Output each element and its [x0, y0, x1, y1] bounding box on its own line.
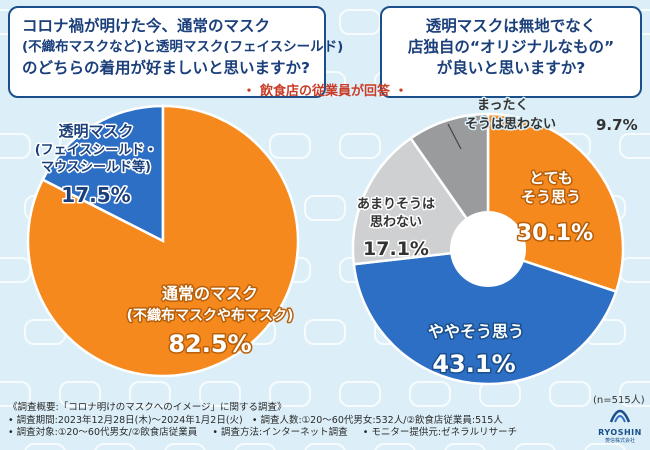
- slice-somewhat-agree: [352, 247, 618, 386]
- background-mask-icon: [0, 381, 31, 407]
- background-mask-icon: [619, 133, 650, 159]
- label-not-really-2: 思わない: [370, 215, 422, 230]
- background-mask-icon: [269, 133, 311, 159]
- question-left-line-3: のどちらの着用が好ましいと思いますか?: [22, 59, 310, 77]
- background-mask-icon: [94, 443, 136, 450]
- background-mask-icon: [304, 319, 346, 345]
- question-right-line-3: が良いと思いますか?: [436, 59, 586, 77]
- value-somewhat-agree: 43.1%: [432, 350, 515, 378]
- logo-mark-icon: [609, 409, 631, 423]
- label-normal-mask: 通常のマスク: [162, 284, 258, 303]
- label-not-really: あまりそうは: [357, 197, 435, 212]
- label-strongly-agree: とても: [529, 169, 573, 187]
- label-not-at-all-2: そうは思わない: [465, 117, 556, 132]
- value-normal-mask: 82.5%: [168, 330, 251, 358]
- background-mask-icon: [619, 381, 650, 407]
- background-mask-icon: [234, 443, 276, 450]
- footer-provider: • モニター提供元:ゼネラルリサーチ: [362, 427, 518, 438]
- label-transparent-mask-detail-1: (フェイスシールド・: [35, 143, 158, 158]
- background-mask-icon: [24, 443, 66, 450]
- background-mask-icon: [409, 381, 451, 407]
- label-transparent-mask-detail-2: マウスシールド等): [41, 159, 151, 175]
- donut-hole: [450, 211, 526, 287]
- leader-line-not-at-all: [447, 123, 462, 150]
- value-transparent-mask: 17.5%: [61, 183, 130, 207]
- background-mask-icon: [549, 381, 591, 407]
- background-mask-icon: [514, 443, 556, 450]
- background-mask-icon: [584, 443, 626, 450]
- background-mask-icon: [339, 133, 381, 159]
- logo-name: RYOSHIN: [598, 428, 642, 437]
- question-right-box: 透明マスクは無地でなく 店独自の“オリジナルなもの” が良いと思いますか?: [380, 6, 642, 98]
- question-right-line-1: 透明マスクは無地でなく: [425, 17, 597, 35]
- background-mask-icon: [164, 443, 206, 450]
- donut-chart-original-mask: [351, 112, 625, 386]
- background-mask-icon: [129, 381, 171, 407]
- background-mask-icon: [444, 443, 486, 450]
- value-strongly-agree: 30.1%: [517, 221, 593, 246]
- background-mask-icon: [199, 381, 241, 407]
- slice-transparent-mask: [41, 104, 165, 244]
- slice-normal-mask: [26, 104, 300, 378]
- question-left-line-1: コロナ禍が明けた今、通常のマスク: [22, 17, 271, 35]
- background-mask-icon: [304, 195, 346, 221]
- footer-method: • 調査方法:インターネット調査: [212, 427, 348, 438]
- footer-title: 《調査概要:「コロナ明けのマスクへのイメージ」に関する調査》: [8, 402, 287, 413]
- background-mask-icon: [0, 133, 31, 159]
- question-left-box: コロナ禍が明けた今、通常のマスク (不織布マスクなど)と透明マスク(フェイスシー…: [8, 6, 344, 98]
- background-mask-icon: [339, 381, 381, 407]
- logo-subtitle: 菱信株式会社: [604, 438, 635, 444]
- footer-target: • 調査対象:①20〜60代男女/②飲食店従業員: [8, 427, 198, 438]
- footer-count: • 調査人数:①20〜60代男女:532人/②飲食店従業員:515人: [251, 414, 503, 426]
- ryoshin-logo: RYOSHIN 菱信株式会社: [596, 404, 644, 446]
- footer-period: • 調査期間:2023年12月28日(木)〜2024年1月2日(火): [8, 414, 243, 426]
- footer-line-3: • 調査対象:①20〜60代男女/②飲食店従業員 • 調査方法:インターネット調…: [8, 427, 593, 440]
- slice-not-at-all: [408, 112, 490, 253]
- footer-line-2: • 調査期間:2023年12月28日(木)〜2024年1月2日(火) • 調査人…: [8, 415, 593, 428]
- survey-footer: 《調査概要:「コロナ明けのマスクへのイメージ」に関する調査》 • 調査期間:20…: [8, 402, 593, 440]
- value-not-at-all: 9.7%: [596, 116, 638, 134]
- background-mask-icon: [374, 443, 416, 450]
- background-mask-icon: [304, 443, 346, 450]
- label-transparent-mask: 透明マスク: [58, 122, 133, 140]
- label-not-at-all: まったく: [477, 98, 528, 113]
- label-somewhat-agree: ややそう思う: [428, 322, 524, 341]
- value-not-really: 17.1%: [363, 238, 429, 260]
- question-right-line-2: 店独自の“オリジナルなもの”: [407, 38, 615, 56]
- question-left-line-2: (不織布マスクなど)と透明マスク(フェイスシールド): [22, 39, 344, 55]
- pie-chart-mask-preference: [26, 104, 300, 378]
- respondent-note: ・ 飲食店の従業員が回答 ・: [242, 84, 408, 99]
- label-strongly-agree-2: そう思う: [521, 188, 581, 206]
- background-mask-icon: [269, 381, 311, 407]
- sample-size: (n=515人): [593, 395, 645, 406]
- background-mask-icon: [59, 381, 101, 407]
- label-normal-mask-detail: (不織布マスクや布マスク): [127, 307, 294, 324]
